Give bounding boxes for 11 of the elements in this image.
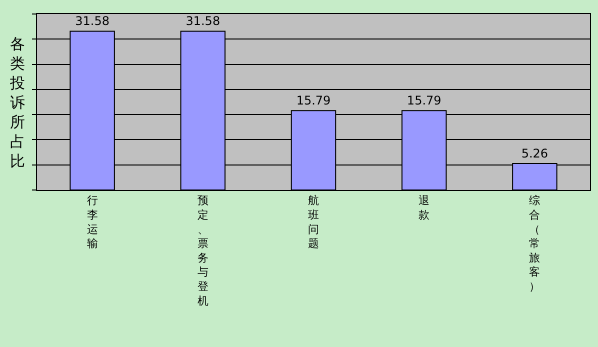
x-tick-label: 退款 <box>418 194 430 222</box>
y-axis-title: 各类投诉所占比 <box>9 35 25 170</box>
data-label: 15.79 <box>406 94 442 108</box>
x-tick-label: 航班问题 <box>308 194 319 250</box>
data-label: 5.26 <box>521 146 548 161</box>
data-label: 31.58 <box>186 14 220 28</box>
x-tick-label: 预定、票务与登机 <box>197 194 208 308</box>
data-label: 31.58 <box>75 14 110 28</box>
data-label: 15.79 <box>296 94 331 108</box>
x-tick-label: 行李运输 <box>86 194 98 250</box>
x-tick-label: 综合（常旅客） <box>529 194 540 293</box>
